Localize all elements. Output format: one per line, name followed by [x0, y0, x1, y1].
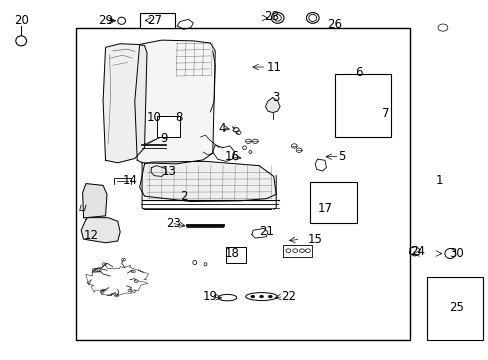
Text: 15: 15	[307, 233, 322, 246]
Text: 19: 19	[203, 290, 218, 303]
Bar	[225, 247, 246, 263]
Bar	[157, 116, 180, 137]
Bar	[427, 277, 483, 339]
Text: 2: 2	[180, 190, 187, 203]
Circle shape	[268, 295, 272, 298]
Text: 17: 17	[317, 202, 332, 215]
Text: 12: 12	[83, 229, 98, 242]
Text: 24: 24	[409, 245, 424, 258]
Polygon shape	[81, 218, 120, 243]
Bar	[76, 28, 409, 339]
Circle shape	[259, 295, 263, 298]
Text: 1: 1	[435, 174, 443, 186]
Polygon shape	[265, 98, 280, 113]
Text: 13: 13	[161, 165, 176, 177]
Polygon shape	[135, 40, 215, 164]
Text: 16: 16	[224, 150, 239, 163]
Text: 9: 9	[160, 132, 167, 145]
Ellipse shape	[16, 36, 26, 46]
Text: 6: 6	[355, 66, 362, 79]
Text: 25: 25	[448, 301, 463, 314]
Text: 5: 5	[338, 150, 345, 163]
Text: 22: 22	[280, 290, 295, 303]
Polygon shape	[82, 184, 107, 218]
Circle shape	[250, 295, 254, 298]
Text: 7: 7	[382, 107, 389, 120]
Text: 4: 4	[218, 122, 226, 135]
Text: 20: 20	[14, 14, 29, 27]
Text: 26: 26	[326, 18, 342, 31]
Text: 3: 3	[272, 91, 279, 104]
Text: 18: 18	[224, 247, 239, 260]
Polygon shape	[140, 161, 276, 202]
Bar	[140, 13, 174, 28]
Text: 27: 27	[146, 14, 162, 27]
Bar	[334, 74, 390, 137]
Polygon shape	[103, 44, 147, 163]
Text: 10: 10	[146, 111, 162, 124]
Text: 14: 14	[122, 174, 137, 186]
Text: 23: 23	[166, 216, 181, 230]
Text: 8: 8	[175, 111, 182, 124]
Text: 11: 11	[265, 60, 281, 73]
Text: 28: 28	[264, 10, 278, 23]
Text: 30: 30	[448, 247, 463, 260]
Text: 21: 21	[259, 225, 273, 238]
Bar	[310, 182, 356, 223]
Text: 29: 29	[98, 14, 113, 27]
